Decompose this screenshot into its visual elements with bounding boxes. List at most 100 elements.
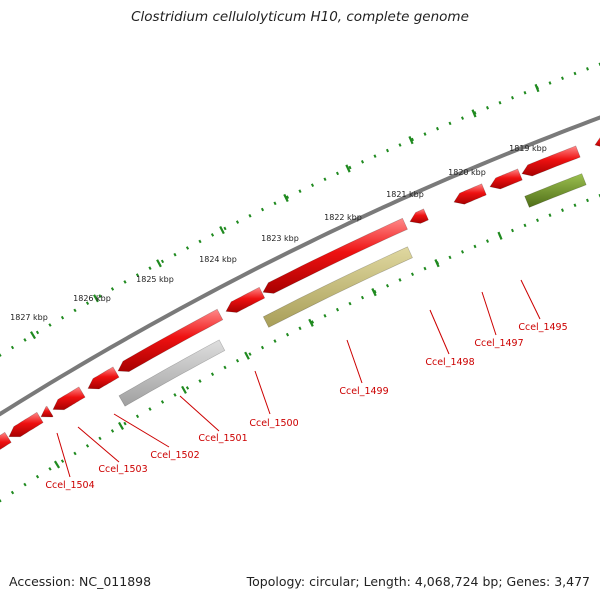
inner-ruler-tick: [10, 490, 15, 495]
inner-ruler-tick: [460, 250, 465, 254]
outer-ruler-tick: [310, 183, 315, 187]
inner-ruler-track: [0, 193, 600, 503]
outer-ruler-tick: [123, 280, 127, 284]
outer-ruler-tick: [398, 143, 402, 147]
inner-ruler-tick: [48, 467, 52, 471]
outer-ruler-tick: [23, 338, 27, 342]
inner-ruler-major-tick: [53, 460, 61, 469]
outer-ruler-major-tick: [408, 136, 414, 145]
inner-ruler-tick: [210, 372, 215, 376]
gene-label-ccel-1500[interactable]: Ccel_1500: [249, 418, 298, 429]
inner-ruler-tick: [410, 272, 415, 277]
outer-ruler-tick: [135, 273, 140, 277]
genome-info-text: Topology: circular; Length: 4,068,724 bp…: [246, 574, 590, 589]
outer-ruler-tick: [523, 90, 527, 95]
inner-ruler-tick: [135, 414, 140, 419]
gene-feature-ccel-1504: [52, 386, 86, 411]
outer-ruler-tick: [373, 154, 377, 158]
gene-label-ccel-1497[interactable]: Ccel_1497: [474, 338, 523, 349]
inner-ruler-tick: [23, 482, 27, 487]
map-title: Clostridium cellulolyticum H10, complete…: [131, 9, 469, 25]
inner-ruler-tick: [173, 393, 177, 397]
outer-ruler-tick: [298, 189, 302, 193]
inner-ruler-tick: [373, 289, 377, 294]
inner-ruler-major-tick: [371, 288, 377, 297]
inner-ruler-tick: [360, 295, 365, 300]
leader-ccel-1504: [56, 432, 71, 478]
gene-label-ccel-1503[interactable]: Ccel_1503: [98, 464, 147, 475]
gene-label-ccel-1501[interactable]: Ccel_1501: [198, 433, 247, 444]
leader-ccel-1503: [77, 426, 120, 463]
gene-feature: [8, 411, 44, 438]
ruler-label-1826: 1826 kbp: [73, 294, 111, 303]
outer-ruler-tick: [335, 171, 340, 176]
ruler-label-1827: 1827 kbp: [10, 313, 48, 322]
inner-ruler-tick: [398, 278, 402, 282]
leader-ccel-1498: [429, 309, 450, 355]
outer-ruler-tick: [173, 252, 177, 257]
outer-ruler-tick: [160, 259, 165, 264]
outer-ruler-track: [0, 62, 600, 357]
leader-ccel-1502: [113, 413, 170, 448]
gene-features: [0, 137, 600, 450]
ruler-label-1820: 1820 kbp: [448, 168, 486, 177]
label-leader-lines: [56, 279, 541, 478]
outer-ruler-major-tick: [30, 331, 36, 340]
ruler-label-1822: 1822 kbp: [324, 213, 362, 222]
outer-ruler-tick: [573, 71, 577, 76]
outer-ruler-tick: [248, 213, 252, 218]
inner-ruler-tick: [573, 203, 577, 208]
outer-ruler-tick: [185, 246, 190, 250]
gene-feature: [594, 137, 600, 147]
outer-ruler-major-tick: [156, 259, 162, 268]
inner-ruler-tick: [73, 451, 77, 456]
leader-ccel-1500: [254, 370, 271, 415]
inner-ruler-tick: [523, 223, 527, 228]
gene-feature: [0, 431, 12, 450]
outer-ruler-major-tick: [219, 225, 225, 235]
inner-ruler-tick: [273, 339, 277, 343]
outer-ruler-tick: [235, 220, 240, 224]
leader-ccel-1497: [481, 291, 497, 336]
inner-ruler-tick: [298, 326, 302, 331]
inner-ruler-tick: [473, 244, 477, 249]
inner-ruler-tick: [148, 407, 152, 411]
outer-ruler-tick: [0, 353, 2, 357]
pseudogene-feature-ccel-1501: [118, 339, 226, 407]
rna-feature-ccel-1499: [262, 246, 413, 328]
gene-feature-ccel-1500: [225, 286, 266, 313]
gene-label-ccel-1498[interactable]: Ccel_1498: [425, 357, 474, 368]
outer-ruler-tick: [548, 81, 552, 85]
outer-ruler-tick: [435, 126, 440, 131]
outer-ruler-tick: [73, 308, 77, 313]
inner-ruler-tick: [110, 429, 115, 433]
outer-ruler-tick: [323, 177, 327, 182]
gene-label-ccel-1502[interactable]: Ccel_1502: [150, 450, 199, 461]
gene-label-ccel-1495[interactable]: Ccel_1495: [518, 322, 567, 333]
outer-ruler-tick: [273, 201, 277, 206]
gene-feature-ccel-1499: [262, 217, 408, 294]
inner-ruler-tick: [223, 365, 227, 370]
ruler-label-1819: 1819 kbp: [509, 144, 547, 153]
outer-ruler-tick: [198, 239, 202, 244]
inner-ruler-tick: [185, 386, 190, 390]
gene-feature-ccel-1502: [117, 308, 224, 372]
inner-ruler-tick: [335, 307, 340, 312]
outer-ruler-tick: [110, 287, 115, 291]
ruler-label-1821: 1821 kbp: [386, 190, 424, 199]
inner-ruler-tick: [198, 379, 202, 383]
outer-ruler-tick: [223, 226, 227, 231]
outer-ruler-tick: [460, 116, 465, 120]
outer-ruler-tick: [210, 233, 215, 237]
outer-ruler-major-tick: [283, 193, 289, 203]
gene-label-ccel-1504[interactable]: Ccel_1504: [45, 480, 94, 491]
accession-text: Accession: NC_011898: [9, 574, 152, 589]
outer-ruler-tick: [410, 137, 415, 142]
inner-ruler-tick: [60, 459, 65, 463]
outer-ruler-tick: [511, 95, 514, 100]
gene-label-ccel-1499[interactable]: Ccel_1499: [339, 386, 388, 397]
outer-ruler-tick: [360, 160, 365, 164]
outer-ruler-tick: [85, 301, 90, 305]
inner-ruler-tick: [123, 421, 127, 426]
